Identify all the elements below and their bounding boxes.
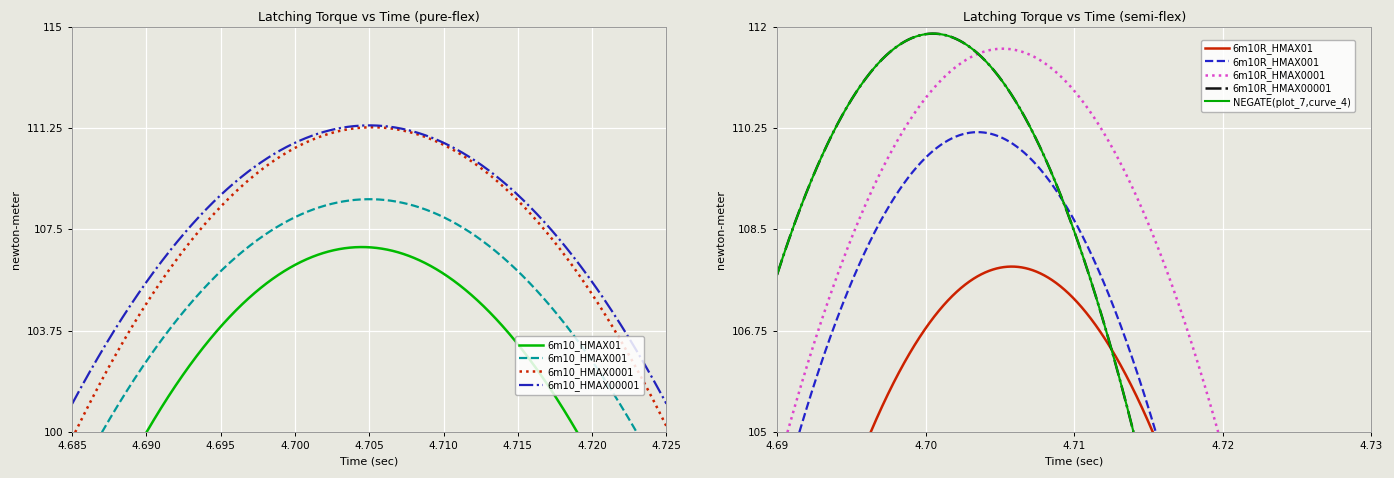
6m10_HMAX00001 [641,369,658,375]
6m10_HMAX001 [337,198,354,204]
6m10_HMAX01 [353,244,369,250]
6m10_HMAX00001 [95,347,112,353]
6m10_HMAX0001 [353,125,369,130]
6m10R_HMAX0001 [1058,79,1075,85]
6m10_HMAX001 [531,292,548,297]
6m10_HMAX00001 [353,123,369,129]
Line: 6m10R_HMAX001: 6m10R_HMAX001 [799,132,1156,432]
Legend: 6m10_HMAX01, 6m10_HMAX001, 6m10_HMAX0001, 6m10_HMAX00001: 6m10_HMAX01, 6m10_HMAX001, 6m10_HMAX0001… [516,337,644,395]
Line: NEGATE(plot_7,curve_4): NEGATE(plot_7,curve_4) [776,33,1133,432]
6m10_HMAX01 [337,245,354,251]
6m10R_HMAX001 [799,403,815,409]
6m10R_HMAX0001 [799,362,815,368]
6m10_HMAX0001 [641,390,658,395]
Line: 6m10_HMAX00001: 6m10_HMAX00001 [72,125,666,404]
Line: 6m10_HMAX01: 6m10_HMAX01 [146,247,577,432]
6m10R_HMAX00001 [768,272,785,278]
Title: Latching Torque vs Time (pure-flex): Latching Torque vs Time (pure-flex) [258,11,480,24]
6m10R_HMAX0001 [1041,65,1058,70]
6m10R_HMAX001 [1041,179,1058,185]
6m10_HMAX0001 [658,424,675,429]
Y-axis label: newton-meter: newton-meter [11,190,21,269]
6m10_HMAX00001 [658,401,675,407]
Line: 6m10R_HMAX0001: 6m10R_HMAX0001 [788,49,1218,432]
Legend: 6m10R_HMAX01, 6m10R_HMAX001, 6m10R_HMAX0001, 6m10R_HMAX00001, NEGATE(plot_7,curv: 6m10R_HMAX01, 6m10R_HMAX001, 6m10R_HMAX0… [1200,40,1355,112]
6m10R_HMAX00001 [799,187,815,193]
6m10_HMAX00001 [337,124,354,130]
6m10_HMAX001 [353,196,369,202]
6m10R_HMAX01 [1041,276,1058,282]
Y-axis label: newton-meter: newton-meter [717,190,726,269]
NEGATE(plot_7,curve_4) [1041,167,1058,173]
6m10_HMAX0001 [640,389,657,394]
Title: Latching Torque vs Time (semi-flex): Latching Torque vs Time (semi-flex) [962,11,1186,24]
6m10R_HMAX001 [1058,203,1075,209]
6m10_HMAX0001 [337,127,354,132]
6m10_HMAX00001 [533,215,549,220]
Line: 6m10_HMAX0001: 6m10_HMAX0001 [75,127,666,432]
6m10_HMAX001 [95,428,112,434]
X-axis label: Time (sec): Time (sec) [1046,457,1103,467]
6m10R_HMAX01 [1058,288,1075,294]
NEGATE(plot_7,curve_4) [768,272,785,278]
6m10_HMAX00001 [361,122,378,128]
6m10_HMAX0001 [95,376,112,381]
6m10_HMAX01 [531,371,548,377]
6m10R_HMAX00001 [1041,167,1058,173]
Line: 6m10R_HMAX00001: 6m10R_HMAX00001 [776,33,1133,432]
6m10_HMAX0001 [531,222,548,228]
6m10R_HMAX00001 [1058,206,1075,212]
Line: 6m10_HMAX001: 6m10_HMAX001 [102,199,637,432]
NEGATE(plot_7,curve_4) [799,187,815,193]
Line: 6m10R_HMAX01: 6m10R_HMAX01 [871,267,1153,432]
NEGATE(plot_7,curve_4) [1058,206,1075,212]
6m10_HMAX00001 [641,370,658,376]
6m10_HMAX00001 [64,401,81,407]
X-axis label: Time (sec): Time (sec) [340,457,399,467]
